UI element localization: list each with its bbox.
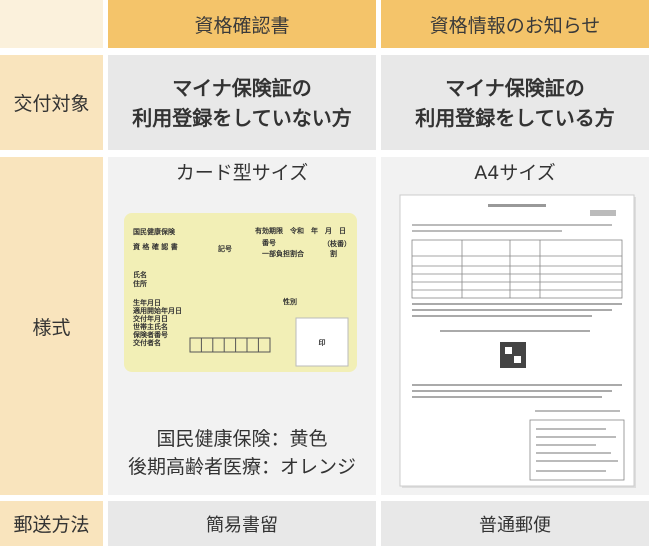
cell: 普通郵便 — [381, 501, 649, 546]
card-text: 交付者名 — [133, 338, 161, 347]
corner-cell — [0, 0, 103, 48]
card-text: 保険者番号 — [132, 330, 168, 339]
cell-line: 国民健康保険：黄色 — [156, 428, 328, 450]
column-header: 資格情報のお知らせ — [381, 0, 649, 48]
card-text: （枝番） — [323, 239, 351, 248]
cell-line: 後期高齢者医療：オレンジ — [127, 456, 356, 478]
a4-document — [399, 194, 636, 488]
cell: 簡易書留 — [108, 501, 376, 546]
column-header: 資格確認書 — [108, 0, 376, 48]
card-text: 生年月日 — [133, 298, 161, 307]
number-boxes — [189, 337, 271, 353]
card-subtitle: 資 格 確 認 書 — [133, 242, 178, 251]
row-label: 様式 — [0, 157, 103, 495]
card-text: 性別 — [283, 297, 297, 306]
cell: マイナ保険証の 利用登録をしている方 — [381, 55, 649, 150]
card-title: 国民健康保険 — [133, 227, 176, 236]
cell-title: A4サイズ — [474, 162, 556, 184]
row-label: 郵送方法 — [0, 501, 103, 546]
stamp-box — [295, 317, 349, 367]
card-text: 有効期限 令和 年 月 日 — [255, 226, 346, 235]
card-text: 交付年月日 — [133, 314, 168, 323]
card-text: 氏名 — [133, 270, 147, 279]
card-text: 住所 — [133, 279, 147, 288]
cell-line: 利用登録をしていない方 — [132, 105, 352, 130]
cell-line: 利用登録をしている方 — [415, 105, 615, 130]
cell-line: マイナ保険証の — [172, 75, 312, 100]
card-text: 番号 — [261, 238, 276, 247]
row-label: 交付対象 — [0, 55, 103, 150]
card-text: 適用開始年月日 — [133, 306, 182, 315]
card-text: 記号 — [218, 244, 232, 253]
card-text: 世帯主氏名 — [133, 322, 168, 331]
cell: マイナ保険証の 利用登録をしていない方 — [108, 55, 376, 150]
cell-line: マイナ保険証の — [445, 75, 585, 100]
cell-title: カード型サイズ — [175, 162, 309, 184]
stamp-text: 印 — [319, 338, 326, 347]
card-text: 割 — [330, 249, 337, 258]
card-text: 一部負担割合 — [262, 249, 305, 258]
